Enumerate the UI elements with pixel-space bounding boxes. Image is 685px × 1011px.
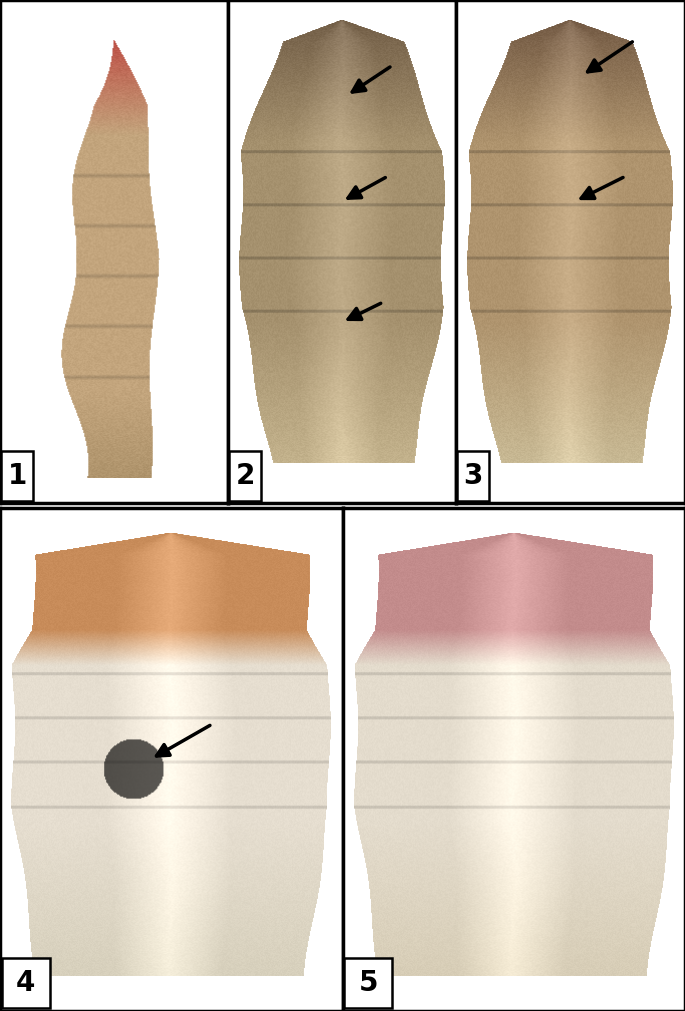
Text: 2: 2 — [236, 462, 255, 489]
Text: 4: 4 — [16, 970, 36, 997]
FancyBboxPatch shape — [229, 451, 261, 501]
Text: 3: 3 — [464, 462, 483, 489]
FancyBboxPatch shape — [1, 958, 50, 1009]
FancyBboxPatch shape — [1, 451, 33, 501]
FancyBboxPatch shape — [344, 958, 392, 1009]
FancyBboxPatch shape — [458, 451, 489, 501]
Text: 5: 5 — [358, 970, 378, 997]
Text: 1: 1 — [8, 462, 27, 489]
